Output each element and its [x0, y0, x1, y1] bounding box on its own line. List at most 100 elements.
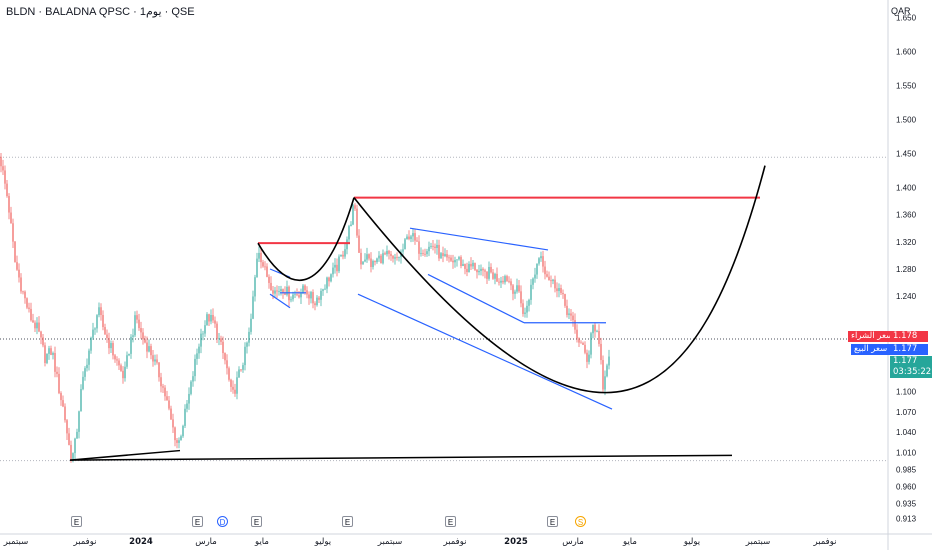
candle-body — [230, 379, 232, 387]
candle-body — [178, 440, 180, 443]
candle-body — [366, 254, 368, 260]
earnings-event-marker[interactable]: E — [71, 516, 82, 527]
candle-body — [268, 276, 270, 283]
candle-body — [596, 330, 598, 332]
candle-body — [192, 376, 194, 382]
candle-body — [252, 296, 254, 319]
candle-body — [234, 389, 236, 394]
earnings-event-marker[interactable]: E — [192, 516, 203, 527]
dividend-event-marker[interactable]: D — [217, 516, 228, 527]
candle-body — [402, 249, 404, 252]
candle-body — [538, 258, 540, 264]
split-event-marker[interactable]: S — [575, 516, 586, 527]
candle-body — [346, 239, 348, 250]
y-tick-label: 0.985 — [896, 466, 917, 475]
candle-body — [44, 345, 46, 363]
x-tick-label: مارس — [195, 537, 217, 547]
candle-body — [458, 257, 460, 260]
candle-body — [418, 241, 420, 254]
earnings-event-marker[interactable]: E — [251, 516, 262, 527]
candle-body — [408, 236, 410, 239]
candle-body — [60, 393, 62, 401]
candle-body — [320, 290, 322, 300]
candle-body — [248, 331, 250, 343]
candle-body — [340, 254, 342, 257]
candle-body — [452, 260, 454, 263]
candle-body — [128, 353, 130, 356]
candle-body — [36, 322, 38, 329]
candle-body — [466, 268, 468, 273]
x-tick-label: سبتمبر — [3, 537, 28, 547]
candle-body — [536, 263, 538, 275]
candle-body — [404, 239, 406, 250]
candle-body — [140, 328, 142, 333]
candle-body — [328, 277, 330, 282]
countdown-timer: 03:35:22 — [893, 367, 932, 378]
earnings-event-marker[interactable]: E — [342, 516, 353, 527]
candle-body — [282, 289, 284, 293]
candle-body — [100, 307, 102, 316]
candle-body — [130, 336, 132, 354]
candle-body — [480, 268, 482, 271]
candle-body — [116, 359, 118, 361]
candle-body — [262, 262, 264, 267]
candle-body — [478, 270, 480, 273]
candle-body — [298, 295, 300, 298]
candle-body — [194, 358, 196, 377]
candle-body — [382, 253, 384, 264]
y-tick-label: 1.450 — [896, 149, 917, 158]
candle-body — [276, 290, 278, 292]
last-price-badge: 1.177 03:35:22 — [890, 356, 932, 379]
candle-body — [514, 291, 516, 294]
candle-body — [294, 294, 296, 296]
candle-body — [308, 294, 310, 299]
candle-body — [26, 298, 28, 308]
candle-body — [302, 285, 304, 293]
candle-body — [172, 419, 174, 428]
candle-body — [604, 376, 606, 390]
candle-body — [556, 288, 558, 292]
candle-body — [360, 252, 362, 265]
candle-body — [180, 436, 182, 441]
earnings-event-marker[interactable]: E — [547, 516, 558, 527]
candle-body — [186, 403, 188, 409]
candle-body — [122, 370, 124, 379]
candle-body — [228, 368, 230, 380]
candle-body — [554, 279, 556, 289]
candle-body — [66, 420, 68, 434]
candle-body — [110, 343, 112, 349]
chart-title: BLDN · BALADNA QPSC · 1يوم · QSE — [6, 6, 195, 18]
candle-body — [204, 325, 206, 334]
candle-body — [64, 406, 66, 421]
candle-body — [520, 291, 522, 304]
candle-body — [384, 253, 386, 255]
currency-label: QAR — [891, 6, 911, 16]
candle-body — [144, 339, 146, 343]
earnings-event-marker[interactable]: E — [445, 516, 456, 527]
candle-body — [56, 371, 58, 374]
candle-body — [416, 240, 418, 242]
candle-body — [324, 288, 326, 290]
candle-body — [106, 334, 108, 338]
candle-body — [134, 315, 136, 336]
candle-body — [444, 254, 446, 256]
candle-body — [272, 290, 274, 294]
candle-body — [456, 259, 458, 261]
ask-label: سعر البيع — [854, 344, 888, 355]
candle-body — [598, 330, 600, 344]
candle-body — [182, 425, 184, 437]
candle-body — [124, 366, 126, 379]
candle-body — [50, 348, 52, 355]
candle-body — [68, 433, 70, 445]
candle-body — [30, 308, 32, 321]
candle-body — [460, 257, 462, 266]
candle-body — [412, 233, 414, 237]
candle-body — [348, 226, 350, 240]
candle-body — [372, 260, 374, 267]
candle-body — [94, 328, 96, 330]
x-tick-label: مايو — [254, 537, 269, 547]
candle-body — [108, 337, 110, 349]
candle-body — [256, 258, 258, 278]
candle-body — [20, 277, 22, 292]
